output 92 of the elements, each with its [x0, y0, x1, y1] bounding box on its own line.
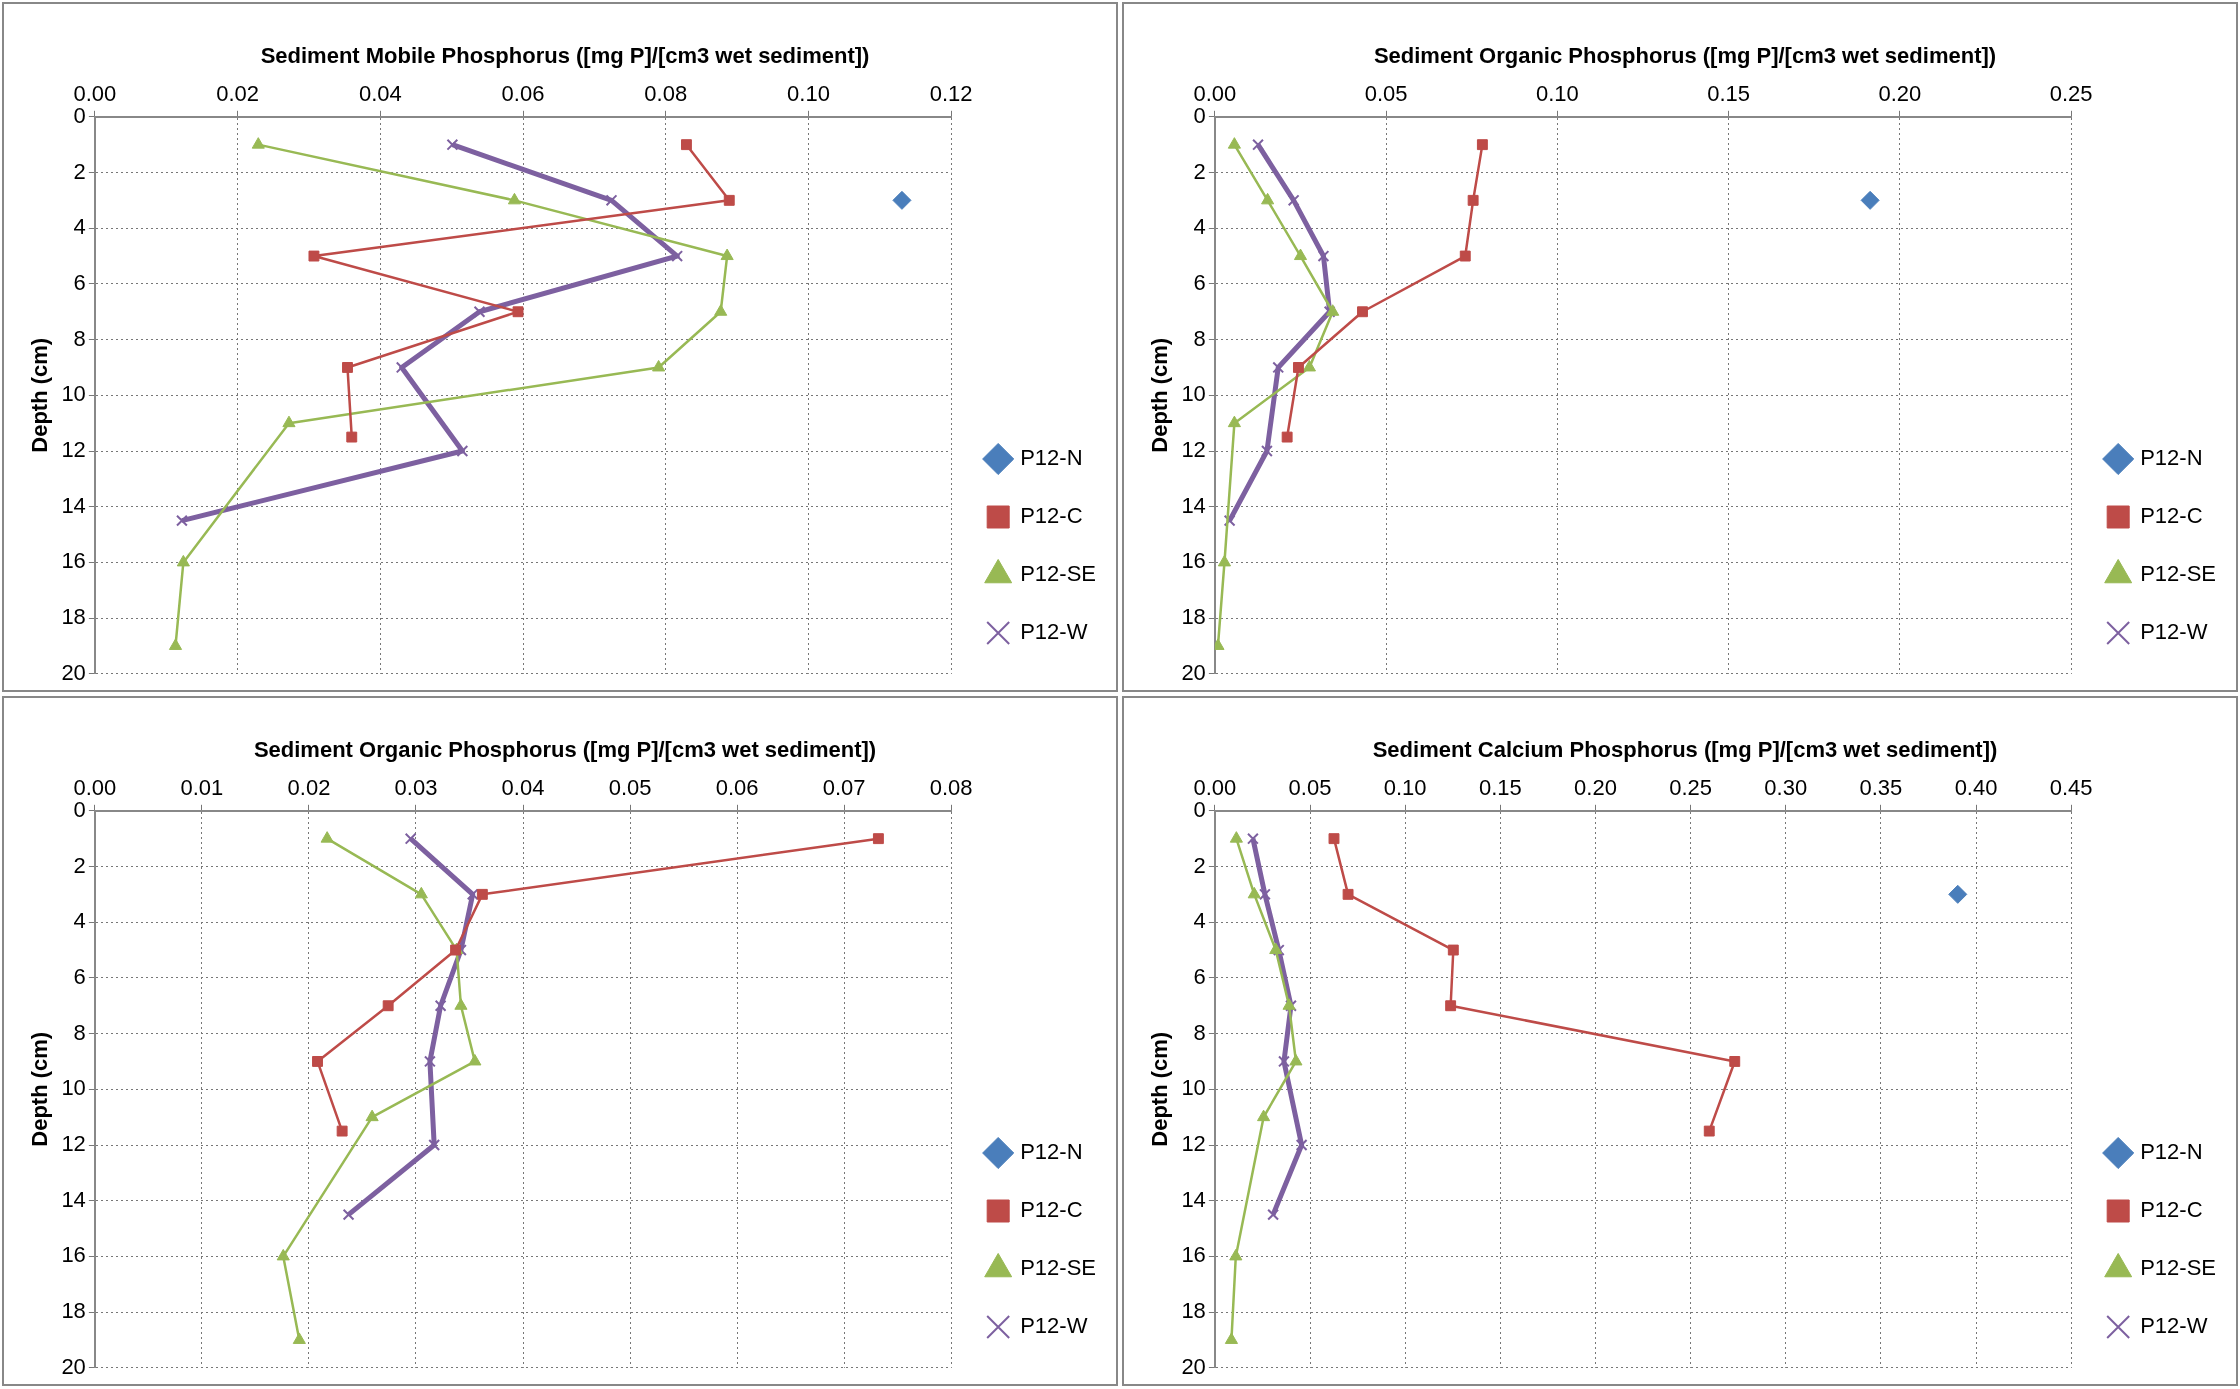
y-tick-label: 10	[61, 381, 86, 407]
legend-label: P12-SE	[2140, 1255, 2217, 1281]
y-tick-label: 20	[61, 659, 86, 685]
x-tick-label: 0.35	[1859, 774, 1903, 800]
x-tick-label: 0.10	[787, 80, 830, 106]
y-tick-label: 2	[1193, 158, 1206, 184]
x-tick-label: 0.25	[1669, 774, 1713, 800]
y-tick-label: 14	[1181, 1186, 1206, 1212]
chart-title: Sediment Organic Phosphorus ([mg P]/[cm3 wet sediment])	[253, 737, 877, 763]
y-tick-label: 4	[1193, 214, 1206, 240]
y-tick-label: 6	[73, 963, 86, 989]
y-tick-label: 20	[1181, 1353, 1206, 1379]
legend-label: P12-W	[1020, 619, 1088, 645]
y-tick-label: 4	[73, 214, 86, 240]
x-tick-label: 0.25	[2049, 80, 2093, 106]
x-tick-label: 0.10	[1383, 774, 1427, 800]
legend-label: P12-N	[2140, 1139, 2203, 1165]
x-tick-label: 0.04	[358, 80, 402, 106]
y-tick-label: 10	[1181, 381, 1206, 407]
y-tick-label: 16	[61, 1242, 86, 1268]
legend-label: P12-N	[1020, 445, 1083, 471]
y-tick-label: 18	[1181, 604, 1206, 630]
y-tick-label: 16	[1181, 548, 1206, 574]
x-tick-label: 0.06	[715, 774, 759, 800]
chart-title: Sediment Organic Phosphorus ([mg P]/[cm3 wet sediment])	[1373, 43, 1997, 69]
y-tick-label: 4	[1193, 908, 1206, 934]
legend-label: P12-W	[1020, 1313, 1088, 1339]
legend-label: P12-N	[1020, 1139, 1083, 1165]
y-tick-label: 2	[73, 852, 86, 878]
y-tick-label: 16	[61, 548, 86, 574]
x-tick-label: 0.20	[1574, 774, 1617, 800]
y-axis-title: Depth (cm)	[1147, 1031, 1173, 1147]
legend-label: P12-N	[2140, 445, 2203, 471]
x-tick-label: 0.20	[1878, 80, 1922, 106]
y-tick-label: 20	[61, 1353, 86, 1379]
y-tick-label: 4	[73, 908, 86, 934]
legend-label: P12-W	[2140, 619, 2208, 645]
x-tick-label: 0.02	[216, 80, 259, 106]
x-tick-label: 0.06	[501, 80, 545, 106]
legend-label: P12-SE	[1020, 561, 1097, 587]
chart-title: Sediment Calcium Phosphorus ([mg P]/[cm3 wet sediment])	[1372, 737, 1998, 763]
x-tick-label: 0.08	[644, 80, 688, 106]
x-tick-label: 0.01	[180, 774, 224, 800]
y-tick-label: 18	[1181, 1298, 1206, 1324]
y-tick-label: 12	[61, 437, 86, 463]
y-tick-label: 6	[73, 269, 86, 295]
x-tick-label: 0.07	[822, 774, 866, 800]
legend-label: P12-C	[2140, 503, 2203, 529]
legend-label: P12-C	[1020, 503, 1083, 529]
x-tick-label: 0.15	[1478, 774, 1522, 800]
y-tick-label: 2	[73, 158, 86, 184]
y-tick-label: 14	[61, 1186, 86, 1212]
x-tick-label: 0.05	[608, 774, 652, 800]
x-tick-label: 0.40	[1954, 774, 1998, 800]
y-tick-label: 8	[73, 325, 86, 351]
y-tick-label: 8	[1193, 1019, 1206, 1045]
y-tick-label: 8	[73, 1019, 86, 1045]
y-tick-label: 12	[1181, 437, 1206, 463]
y-tick-label: 20	[1181, 659, 1206, 685]
y-tick-label: 6	[1193, 963, 1206, 989]
x-tick-label: 0.04	[501, 774, 545, 800]
y-tick-label: 6	[1193, 269, 1206, 295]
y-tick-label: 12	[1181, 1131, 1206, 1157]
legend-label: P12-C	[2140, 1197, 2203, 1223]
x-tick-label: 0.08	[929, 774, 973, 800]
x-tick-label: 0.03	[394, 774, 438, 800]
x-tick-label: 0.15	[1707, 80, 1751, 106]
y-tick-label: 8	[1193, 325, 1206, 351]
legend-label: P12-SE	[1020, 1255, 1097, 1281]
y-axis-title: Depth (cm)	[27, 1031, 53, 1147]
x-tick-label: 0.05	[1288, 774, 1332, 800]
y-tick-label: 18	[61, 1298, 86, 1324]
x-tick-label: 0.10	[1535, 80, 1579, 106]
y-tick-label: 10	[1181, 1075, 1206, 1101]
y-tick-label: 14	[61, 492, 86, 518]
legend-label: P12-W	[2140, 1313, 2208, 1339]
x-tick-label: 0.30	[1764, 774, 1808, 800]
legend-label: P12-SE	[2140, 561, 2217, 587]
x-tick-label: 0.02	[287, 774, 331, 800]
y-axis-title: Depth (cm)	[27, 337, 53, 453]
legend-label: P12-C	[1020, 1197, 1083, 1223]
x-tick-label: 0.45	[2049, 774, 2093, 800]
y-tick-label: 14	[1181, 492, 1206, 518]
y-axis-title: Depth (cm)	[1147, 337, 1173, 453]
y-tick-label: 16	[1181, 1242, 1206, 1268]
x-tick-label: 0.12	[929, 80, 973, 106]
y-tick-label: 18	[61, 604, 86, 630]
y-tick-label: 2	[1193, 852, 1206, 878]
y-tick-label: 12	[61, 1131, 86, 1157]
x-tick-label: 0.05	[1364, 80, 1408, 106]
chart-title: Sediment Mobile Phosphorus ([mg P]/[cm3 wet sediment])	[260, 43, 870, 69]
y-tick-label: 10	[61, 1075, 86, 1101]
